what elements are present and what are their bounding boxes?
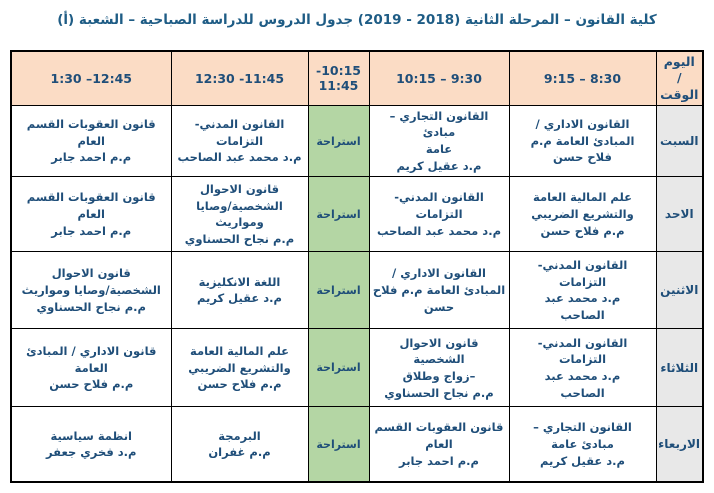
course-cell: اللغة الانكليزية م.د عقيل كريم	[170, 251, 309, 330]
course-cell: قانون العقوبات القسم العام م.م احمد جابر	[368, 406, 510, 483]
course-cell: القانون المدني-التزامات م.د محمد عبد الص…	[170, 104, 309, 178]
timetable: اليوم / الوقت 9:15 – 8:30 10:15 – 9:30 -…	[10, 50, 704, 483]
row-saturday: السبت القانون الاداري / المبادئ العامة م…	[10, 104, 704, 178]
header-slot-1145: 12:30 -11:45	[170, 50, 309, 106]
course-cell: انظمة سياسية م.د فخري جعفر	[10, 406, 172, 483]
row-monday: الاثنين القانون المدني- التزامات م.د محم…	[10, 251, 704, 330]
header-day-time: اليوم / الوقت	[655, 50, 704, 106]
header-row: اليوم / الوقت 9:15 – 8:30 10:15 – 9:30 -…	[10, 50, 704, 106]
header-break-time: -10:15 11:45	[307, 50, 370, 106]
course-cell: قانون الاحوال الشخصية –زواج وطلاق م.م نج…	[368, 328, 510, 408]
day-cell-sunday: الاحد	[655, 176, 704, 253]
day-cell-tuesday: الثلاثاء	[655, 328, 704, 408]
course-cell: علم المالية العامة والتشريع الضريبي م.م …	[508, 176, 657, 253]
course-cell: القانون التجاري – مبادئ عامة م.د عقيل كر…	[368, 104, 510, 178]
course-cell: البرمجة م.م غفران	[170, 406, 309, 483]
header-slot-830: 9:15 – 8:30	[508, 50, 657, 106]
course-cell: القانون المدني- التزامات م.د محمد عبد ال…	[508, 251, 657, 330]
course-cell: القانون الاداري / المبادئ العامة م.م فلا…	[368, 251, 510, 330]
course-cell: قانون الاحوال الشخصية/وصايا ومواريث م.م …	[170, 176, 309, 253]
course-cell: قانون الاداري / المبادئ العامة م.م فلاح …	[10, 328, 172, 408]
break-cell: استراحة	[307, 251, 370, 330]
course-cell: القانون المدني- التزامات م.د محمد عبد ال…	[508, 328, 657, 408]
break-cell: استراحة	[307, 328, 370, 408]
row-sunday: الاحد علم المالية العامة والتشريع الضريب…	[10, 176, 704, 253]
header-slot-930: 10:15 – 9:30	[368, 50, 510, 106]
schedule-title: كلية القانون – المرحلة الثانية (2018 - 2…	[57, 12, 657, 28]
course-cell: القانون التجاري – مبادئ عامة م.د عقيل كر…	[508, 406, 657, 483]
course-cell: القانون المدني-التزامات م.د محمد عبد الص…	[368, 176, 510, 253]
course-cell: القانون الاداري / المبادئ العامة م.م فلا…	[508, 104, 657, 178]
break-cell: استراحة	[307, 406, 370, 483]
course-cell: قانون العقوبات القسم العام م.م احمد جابر	[10, 176, 172, 253]
course-cell: قانون العقوبات القسم العام م.م احمد جابر	[10, 104, 172, 178]
row-tuesday: الثلاثاء القانون المدني- التزامات م.د مح…	[10, 328, 704, 408]
break-cell: استراحة	[307, 176, 370, 253]
break-cell: استراحة	[307, 104, 370, 178]
day-cell-monday: الاثنين	[655, 251, 704, 330]
day-cell-wednesday: الاربعاء	[655, 406, 704, 483]
course-cell: علم المالية العامة والتشريع الضريبي م.م …	[170, 328, 309, 408]
course-cell: قانون الاحوال الشخصية/وصايا ومواريث م.م …	[10, 251, 172, 330]
day-cell-saturday: السبت	[655, 104, 704, 178]
header-slot-1245: 1:30 –12:45	[10, 50, 172, 106]
row-wednesday: الاربعاء القانون التجاري – مبادئ عامة م.…	[10, 406, 704, 483]
